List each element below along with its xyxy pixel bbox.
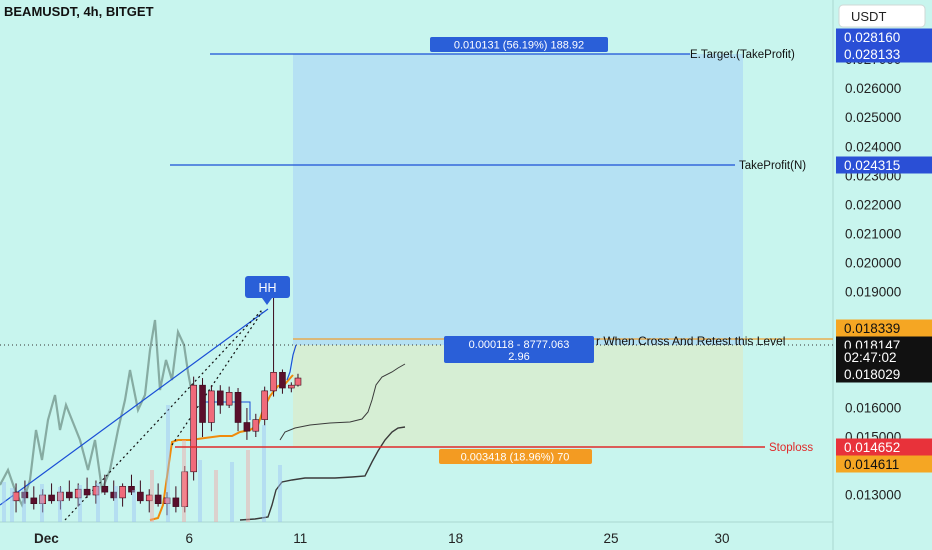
y-tick-label: 0.020000 <box>845 255 901 270</box>
x-tick-label: 25 <box>603 531 618 546</box>
x-tick-label: Dec <box>34 531 59 546</box>
price-tag-text: 02:47:02 <box>844 350 897 365</box>
symbol-title: BEAMUSDT, 4h, BITGET <box>4 4 154 19</box>
candle[interactable] <box>270 280 277 397</box>
candle[interactable] <box>279 369 286 394</box>
hh-text: HH <box>258 281 276 295</box>
y-tick-label: 0.021000 <box>845 226 901 241</box>
entry-stats-text-2: 2.96 <box>508 351 529 363</box>
candle[interactable] <box>39 489 46 513</box>
price-tag-text: 0.028160 <box>844 30 900 45</box>
y-tick-label: 0.016000 <box>845 401 901 416</box>
price-tag-top-target[interactable]: 0.028160 <box>836 28 932 46</box>
price-tag-low-orange[interactable]: 0.014611 <box>836 455 932 473</box>
candle[interactable] <box>199 378 206 437</box>
volume-bars <box>2 405 282 522</box>
price-tag-countdown[interactable]: 02:47:02 <box>836 348 932 366</box>
price-tag-stoploss[interactable]: 0.014652 <box>836 438 932 456</box>
price-tag-text: 0.018339 <box>844 321 900 336</box>
currency-button[interactable]: USDT <box>838 4 926 28</box>
price-tag-text: 0.014652 <box>844 440 900 455</box>
entry-label: r When Cross And Retest this Level <box>596 334 785 348</box>
candle[interactable] <box>66 480 73 501</box>
candle[interactable] <box>190 376 197 481</box>
entry-stats-box[interactable]: 0.000118 - 8777.063 2.96 <box>444 336 594 363</box>
price-tag-e-target[interactable]: 0.028133 <box>836 45 932 63</box>
candle[interactable] <box>294 373 302 387</box>
y-tick-label: 0.019000 <box>845 285 901 300</box>
candle[interactable] <box>74 483 82 507</box>
candle[interactable] <box>92 480 100 504</box>
candle[interactable] <box>181 466 189 513</box>
candle[interactable] <box>137 480 144 504</box>
price-tags: 0.0281600.0281330.0243150.0183390.018147… <box>836 28 932 473</box>
stoploss-label: Stoploss <box>769 442 813 454</box>
y-tick-label: 0.026000 <box>845 81 901 96</box>
candle[interactable] <box>243 408 251 440</box>
profit-zone <box>293 54 743 345</box>
hh-marker[interactable]: HH <box>245 276 290 305</box>
candle[interactable] <box>261 386 268 426</box>
price-tag-takeprofit-n[interactable]: 0.024315 <box>836 156 932 174</box>
dotted-trend-line-2[interactable] <box>171 311 263 446</box>
candle[interactable] <box>57 486 64 510</box>
candle[interactable] <box>216 385 224 414</box>
black-cloud-line-lower <box>239 426 406 521</box>
candle[interactable] <box>12 483 20 513</box>
candle[interactable] <box>252 413 260 437</box>
candle[interactable] <box>154 483 162 507</box>
candle[interactable] <box>234 388 242 432</box>
black-cloud-line-upper <box>279 363 406 441</box>
candle[interactable] <box>21 480 29 504</box>
price-tag-prev[interactable]: 0.018029 <box>836 365 932 383</box>
candle[interactable] <box>288 382 295 393</box>
orange-baseline-line <box>149 374 294 521</box>
x-tick-label: 11 <box>293 531 307 546</box>
candle[interactable] <box>83 477 91 498</box>
entry-stats-text-1: 0.000118 - 8777.063 <box>469 339 570 351</box>
y-tick-label: 0.022000 <box>845 197 901 212</box>
uptrend-line[interactable] <box>0 308 269 506</box>
loss-stats-box[interactable]: 0.003418 (18.96%) 70 <box>439 449 592 464</box>
candlesticks <box>12 280 302 516</box>
candle[interactable] <box>48 483 55 504</box>
price-tag-text: 0.014611 <box>844 457 899 472</box>
y-tick-label: 0.025000 <box>845 110 901 125</box>
price-tag-entry[interactable]: 0.018339 <box>836 319 932 337</box>
price-tag-text: 0.024315 <box>844 158 900 173</box>
candle[interactable] <box>30 486 38 510</box>
e-target-label: E.Target.(TakeProfit) <box>690 49 795 61</box>
price-tag-text: 0.028133 <box>844 47 900 62</box>
candle[interactable] <box>110 480 118 501</box>
takeprofit-n-label: TakeProfit(N) <box>739 160 806 172</box>
candle[interactable] <box>172 486 180 513</box>
candle[interactable] <box>145 489 153 513</box>
x-tick-label: 18 <box>448 531 463 546</box>
candle[interactable] <box>163 492 171 516</box>
y-tick-label: 0.024000 <box>845 139 901 154</box>
x-tick-label: 30 <box>714 531 729 546</box>
profit-stats-text: 0.010131 (56.19%) 188.92 <box>454 40 584 52</box>
currency-label: USDT <box>851 9 886 24</box>
candle[interactable] <box>208 385 215 432</box>
x-axis-ticks: Dec 6 11 18 25 30 <box>34 531 730 546</box>
price-tag-text: 0.018029 <box>844 367 900 382</box>
candle[interactable] <box>119 483 126 507</box>
candle[interactable] <box>225 386 233 408</box>
x-tick-label: 6 <box>185 531 193 546</box>
profit-stats-box[interactable]: 0.010131 (56.19%) 188.92 <box>430 37 608 52</box>
candle[interactable] <box>101 474 109 495</box>
ma-blue-short <box>286 344 297 381</box>
candle[interactable] <box>128 474 135 495</box>
y-tick-label: 0.013000 <box>845 488 901 503</box>
loss-stats-text: 0.003418 (18.96%) 70 <box>461 452 570 464</box>
